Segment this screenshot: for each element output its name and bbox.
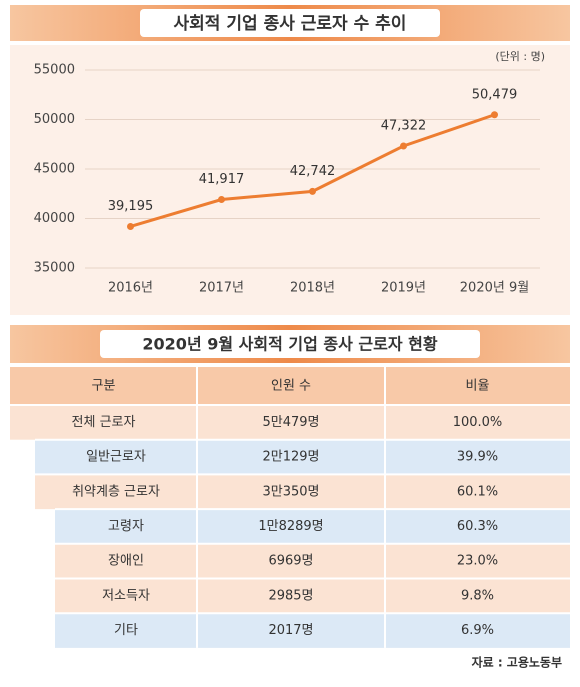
cell: 2985명 <box>268 588 313 603</box>
cell: 취약계층 근로자 <box>72 484 160 499</box>
unit-label: (단위 : 명) <box>495 50 545 63</box>
cell: 3만350명 <box>262 484 319 499</box>
cell: 기타 <box>114 623 138 638</box>
cell: 일반근로자 <box>86 450 146 465</box>
header-cell: 비율 <box>466 379 490 394</box>
cell: 23.0% <box>457 554 498 569</box>
y-tick-label: 45000 <box>34 162 75 177</box>
table-title: 2020년 9월 사회적 기업 종사 근로자 현황 <box>142 335 437 354</box>
data-label: 39,195 <box>108 199 154 214</box>
x-tick-label: 2018년 <box>290 281 335 296</box>
point <box>218 196 225 204</box>
x-tick-label: 2017년 <box>199 281 244 296</box>
x-tick-label: 2020년 9월 <box>460 281 529 296</box>
row-bg <box>10 405 570 440</box>
cell: 2017명 <box>268 623 313 638</box>
cell: 9.8% <box>461 588 494 603</box>
cell: 5만479명 <box>262 415 319 430</box>
row-bg <box>55 509 570 544</box>
point <box>309 187 316 195</box>
point <box>127 222 134 230</box>
cell: 6.9% <box>461 623 494 638</box>
chart-title: 사회적 기업 종사 근로자 수 추이 <box>174 14 407 34</box>
header-cell: 인원 수 <box>271 379 311 394</box>
cell: 1만8289명 <box>258 519 323 534</box>
plot: 35000 40000 45000 50000 55000 2016년 2017년 2018년… <box>34 63 540 296</box>
data-label: 42,742 <box>290 164 336 179</box>
row-bg <box>55 578 570 614</box>
source: 자료 : 고용노동부 <box>472 655 562 670</box>
x-tick-label: 2016년 <box>108 281 153 296</box>
y-tick-label: 55000 <box>34 63 75 78</box>
row-bg <box>35 439 570 475</box>
data-label: 47,322 <box>381 119 427 134</box>
cell: 100.0% <box>453 415 503 430</box>
header-cell: 구분 <box>92 379 116 394</box>
cell: 고령자 <box>108 519 144 534</box>
cell: 장애인 <box>108 554 144 569</box>
y-tick-label: 35000 <box>34 261 75 276</box>
cell: 전체 근로자 <box>72 415 136 430</box>
row-bg <box>55 543 570 579</box>
y-tick-label: 40000 <box>34 211 75 226</box>
y-tick-label: 50000 <box>34 112 75 127</box>
cell: 39.9% <box>457 450 498 465</box>
cell: 6969명 <box>268 554 313 569</box>
point <box>491 111 498 119</box>
title-box <box>140 9 440 37</box>
point <box>400 142 407 150</box>
cell: 2만129명 <box>262 450 319 465</box>
cell: 60.1% <box>457 484 498 499</box>
table-title-box <box>100 330 480 358</box>
chart-area <box>10 45 570 315</box>
row-bg <box>35 474 570 510</box>
x-tick-label: 2019년 <box>381 281 426 296</box>
data-label: 50,479 <box>472 87 518 102</box>
header-row <box>10 367 570 405</box>
cell: 저소득자 <box>102 588 150 603</box>
data-label: 41,917 <box>199 172 245 187</box>
cell: 60.3% <box>457 519 498 534</box>
row-bg <box>55 613 570 648</box>
